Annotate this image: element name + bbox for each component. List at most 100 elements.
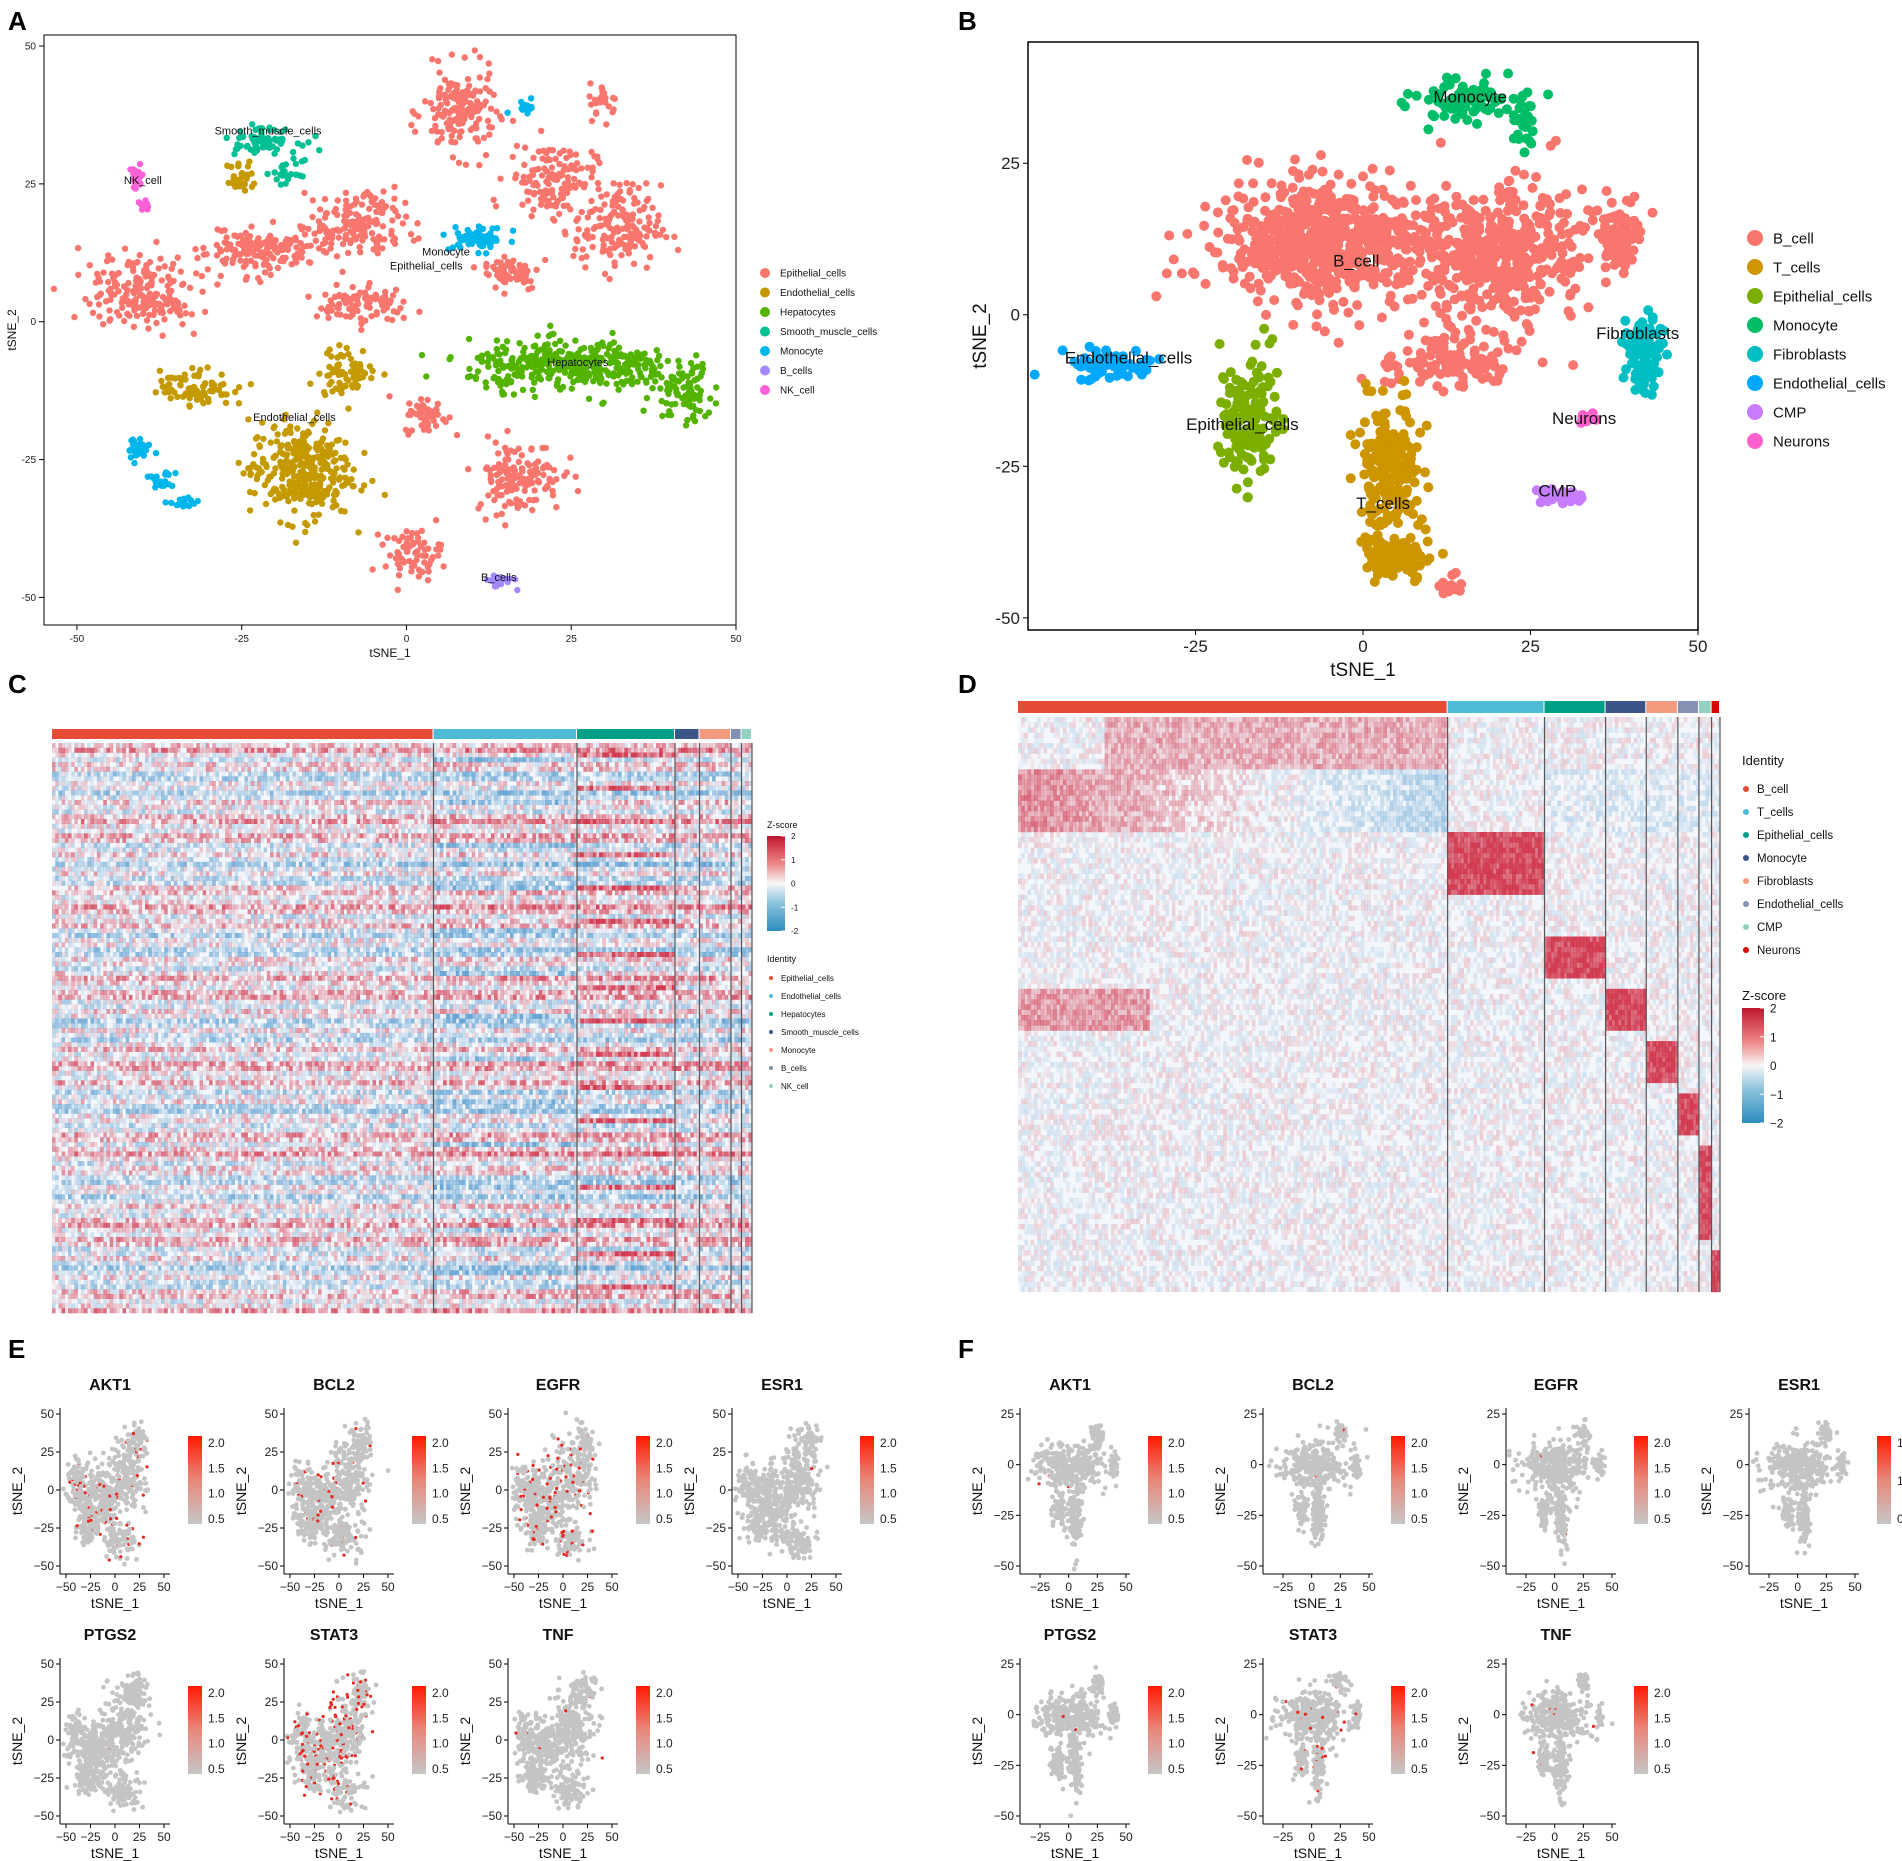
x-tick-label: 50: [730, 634, 742, 645]
data-point: [82, 296, 88, 302]
data-point: [392, 208, 398, 214]
data-point: [192, 246, 198, 252]
panel-label-a: A: [8, 6, 27, 36]
data-point: [260, 254, 266, 260]
data-point: [169, 266, 175, 272]
data-point: [248, 223, 254, 229]
data-point: [339, 269, 345, 275]
data-point: [347, 228, 353, 234]
data-point: [189, 311, 195, 317]
data-point: [168, 288, 174, 294]
figure-canvas: A B C D E F -50 -25 0 25 5050250-25-50tSNE_1…: [0, 0, 1902, 1861]
data-point: [124, 311, 130, 317]
data-point: [377, 209, 383, 215]
data-point: [345, 250, 351, 256]
data-point: [322, 196, 328, 202]
data-point: [179, 282, 185, 288]
data-point: [107, 316, 113, 322]
data-point: [229, 247, 235, 253]
data-point: [134, 283, 140, 289]
data-point: [153, 320, 159, 326]
data-point: [153, 291, 159, 297]
data-point: [358, 315, 364, 321]
data-point: [351, 201, 357, 207]
data-point: [383, 203, 389, 209]
data-point: [347, 237, 353, 243]
data-point: [305, 294, 311, 300]
data-point: [353, 236, 359, 242]
data-point: [318, 305, 324, 311]
data-point: [214, 281, 220, 287]
data-point: [247, 233, 253, 239]
data-point: [358, 327, 364, 333]
data-point: [408, 231, 414, 237]
data-point: [237, 257, 243, 263]
data-point: [322, 292, 328, 298]
x-tick-label: 0: [404, 634, 410, 645]
data-point: [193, 270, 199, 276]
data-point: [347, 210, 353, 216]
panel-label-d: D: [958, 669, 977, 699]
data-point: [143, 305, 149, 311]
data-point: [131, 324, 137, 330]
data-point: [387, 300, 393, 306]
data-point: [380, 188, 386, 194]
data-point: [328, 240, 334, 246]
data-point: [194, 255, 200, 261]
data-point: [310, 197, 316, 203]
data-point: [353, 296, 359, 302]
data-point: [261, 239, 267, 245]
data-point: [325, 315, 331, 321]
data-point: [134, 275, 140, 281]
data-point: [391, 196, 397, 202]
data-point: [333, 282, 339, 288]
data-point: [416, 309, 422, 315]
data-point: [402, 200, 408, 206]
data-point: [144, 317, 150, 323]
data-point: [130, 265, 136, 271]
data-point: [313, 238, 319, 244]
data-point: [179, 321, 185, 327]
data-point: [299, 226, 305, 232]
data-point: [336, 301, 342, 307]
data-point: [353, 211, 359, 217]
data-point: [177, 312, 183, 318]
x-tick-label: 25: [566, 634, 578, 645]
data-point: [360, 193, 366, 199]
data-point: [268, 243, 274, 249]
data-point: [350, 284, 356, 290]
data-point: [159, 277, 165, 283]
data-point: [214, 226, 220, 232]
data-point: [132, 304, 138, 310]
data-point: [326, 229, 332, 235]
data-point: [373, 293, 379, 299]
data-point: [349, 302, 355, 308]
data-point: [75, 245, 81, 251]
data-point: [335, 293, 341, 299]
data-point: [165, 275, 171, 281]
data-point: [218, 273, 224, 279]
data-point: [267, 233, 273, 239]
data-point: [144, 285, 150, 291]
data-point: [334, 253, 340, 259]
data-point: [130, 288, 136, 294]
data-point: [159, 307, 165, 313]
data-point: [94, 271, 100, 277]
data-point: [161, 316, 167, 322]
data-point: [71, 314, 77, 320]
data-point: [217, 246, 223, 252]
data-point: [234, 234, 240, 240]
data-point: [391, 184, 397, 190]
data-point: [124, 262, 130, 268]
data-point: [107, 286, 113, 292]
data-point: [230, 256, 236, 262]
data-point: [369, 199, 375, 205]
data-point: [320, 241, 326, 247]
data-point: [279, 247, 285, 253]
data-point: [199, 273, 205, 279]
data-point: [270, 219, 276, 225]
data-point: [97, 278, 103, 284]
data-point: [90, 310, 96, 316]
data-point: [156, 265, 162, 271]
data-point: [145, 325, 151, 331]
